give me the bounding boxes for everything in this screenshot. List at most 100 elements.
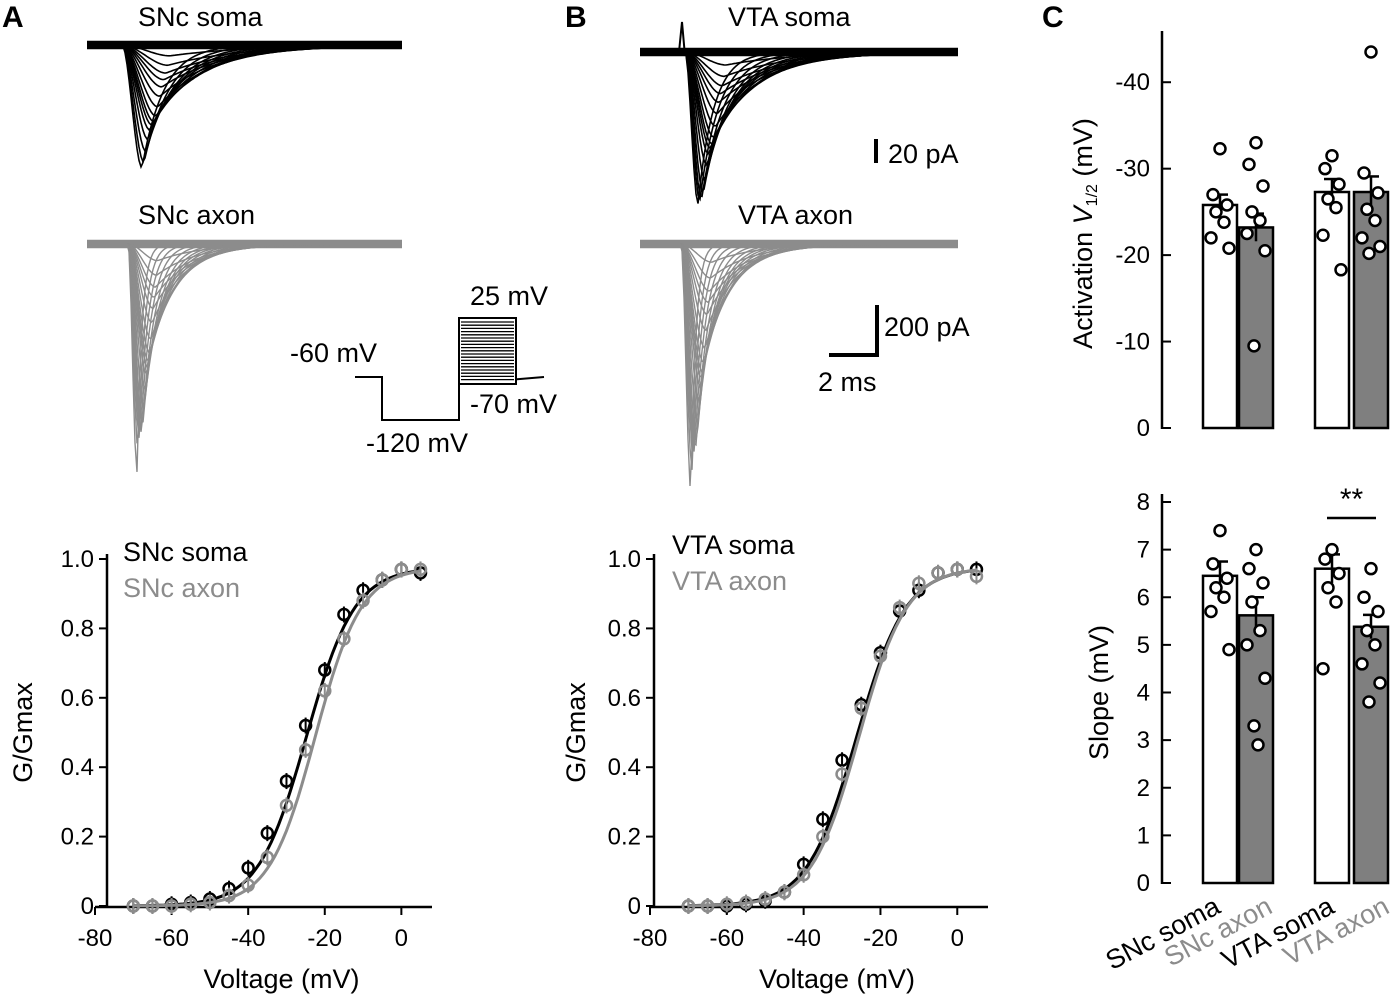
vta-activation-plot: 0 0.2 0.4 0.6 0.8 1.0 -80 -60 -40 -20 0 Voltage (mV… <box>561 530 988 994</box>
y-axis-title-sub: 1/2 <box>1084 184 1101 206</box>
y-tick-label: 0 <box>1137 870 1150 897</box>
data-point <box>1316 661 1330 676</box>
data-point <box>1251 738 1265 752</box>
significance-label: ** <box>1340 483 1364 516</box>
data-point <box>1318 161 1332 176</box>
fit-curve-axon <box>133 569 421 908</box>
data-point <box>1204 231 1218 245</box>
data-point <box>1334 263 1348 277</box>
data-point <box>1217 590 1231 604</box>
data-point-axon <box>241 878 255 892</box>
data-point <box>1249 135 1263 150</box>
x-tick-label: -20 <box>307 925 342 952</box>
data-point-axon <box>260 850 275 865</box>
y-tick-label: -30 <box>1115 156 1150 183</box>
y-tick-label: 4 <box>1137 680 1150 707</box>
data-point <box>1242 561 1256 576</box>
x-tick-label: 0 <box>395 925 408 952</box>
snc-axon-trace-label: SNc axon <box>138 200 255 230</box>
panel-letter-c: C <box>1042 1 1064 34</box>
current-trace <box>640 51 958 204</box>
data-point <box>1371 604 1385 619</box>
scalebar-2ms-label: 2 ms <box>818 367 877 397</box>
data-point <box>1222 241 1236 255</box>
data-point-axon <box>835 767 849 781</box>
data-point <box>1373 239 1387 254</box>
vta-axon-trace-label: VTA axon <box>738 200 853 230</box>
data-point <box>1362 695 1376 709</box>
data-point <box>1371 186 1385 200</box>
data-point-soma <box>241 861 255 875</box>
bar <box>1352 190 1390 430</box>
current-trace <box>87 243 401 472</box>
data-point <box>1362 246 1376 261</box>
x-tick-label: -60 <box>709 925 744 952</box>
data-point <box>1209 580 1223 595</box>
panel-letter-b: B <box>565 1 587 34</box>
legend-entry-axon: SNc axon <box>123 573 240 603</box>
data-point <box>1206 187 1220 202</box>
data-point <box>1325 542 1339 557</box>
y-tick-label: 1.0 <box>61 546 94 573</box>
data-point <box>1240 226 1254 241</box>
data-point <box>1355 657 1369 671</box>
y-tick-label: 0 <box>81 893 94 920</box>
data-point <box>1253 213 1267 228</box>
data-point-axon <box>854 701 868 715</box>
x-tick-label: -20 <box>863 925 898 952</box>
snc-soma-trace-label: SNc soma <box>138 2 264 32</box>
data-point-axon <box>145 899 160 913</box>
data-point-axon <box>777 885 792 899</box>
data-point-axon <box>375 573 389 587</box>
x-tick-label: -80 <box>78 925 113 952</box>
y-tick-label: 0.8 <box>608 615 641 642</box>
data-point-axon <box>337 632 351 646</box>
data-point-axon <box>681 899 696 913</box>
data-point-axon <box>183 897 198 912</box>
current-trace <box>87 44 401 170</box>
data-point <box>1220 198 1234 212</box>
legend-entry-soma: SNc soma <box>123 537 249 567</box>
voltage-protocol: -60 mV -120 mV 25 mV -70 mV <box>290 281 557 458</box>
x-tick-label: 0 <box>951 925 964 952</box>
data-point <box>1357 166 1371 180</box>
data-point <box>1258 244 1272 258</box>
data-point-soma <box>279 774 294 788</box>
protocol-holding-label: -60 mV <box>290 338 377 368</box>
data-point <box>1321 192 1335 206</box>
data-point <box>1360 202 1374 217</box>
data-point-axon <box>758 892 772 906</box>
x-tick-label: -40 <box>231 925 266 952</box>
data-point <box>1204 604 1218 619</box>
data-point <box>1220 571 1234 585</box>
x-axis-title: Voltage (mV) <box>203 964 359 994</box>
data-point <box>1364 45 1378 59</box>
data-point-axon <box>796 868 811 882</box>
data-point-axon <box>394 562 409 577</box>
data-point-axon <box>816 829 830 844</box>
data-point-axon <box>700 899 715 913</box>
data-point-axon <box>164 899 179 913</box>
data-point <box>1355 231 1369 245</box>
fit-curve-axon <box>688 568 977 908</box>
vta-soma-trace-label: VTA soma <box>728 2 852 32</box>
y-tick-label: -10 <box>1115 329 1150 356</box>
y-axis-title-main: Activation <box>1068 224 1098 349</box>
legend-entry-axon: VTA axon <box>672 566 787 596</box>
current-trace <box>640 243 958 487</box>
data-point <box>1245 595 1259 609</box>
bar <box>1237 226 1275 430</box>
x-tick-label: -80 <box>633 925 668 952</box>
data-point-axon <box>356 593 370 608</box>
y-axis-title: G/Gmax <box>8 682 38 783</box>
data-point <box>1321 580 1335 595</box>
legend-entry-soma: VTA soma <box>672 530 796 560</box>
data-point-axon <box>950 562 965 577</box>
y-tick-label: 7 <box>1137 537 1150 564</box>
data-point <box>1240 638 1254 652</box>
data-point <box>1332 177 1346 191</box>
y-tick-label: 0.2 <box>61 824 94 851</box>
y-tick-label: 5 <box>1137 632 1150 659</box>
